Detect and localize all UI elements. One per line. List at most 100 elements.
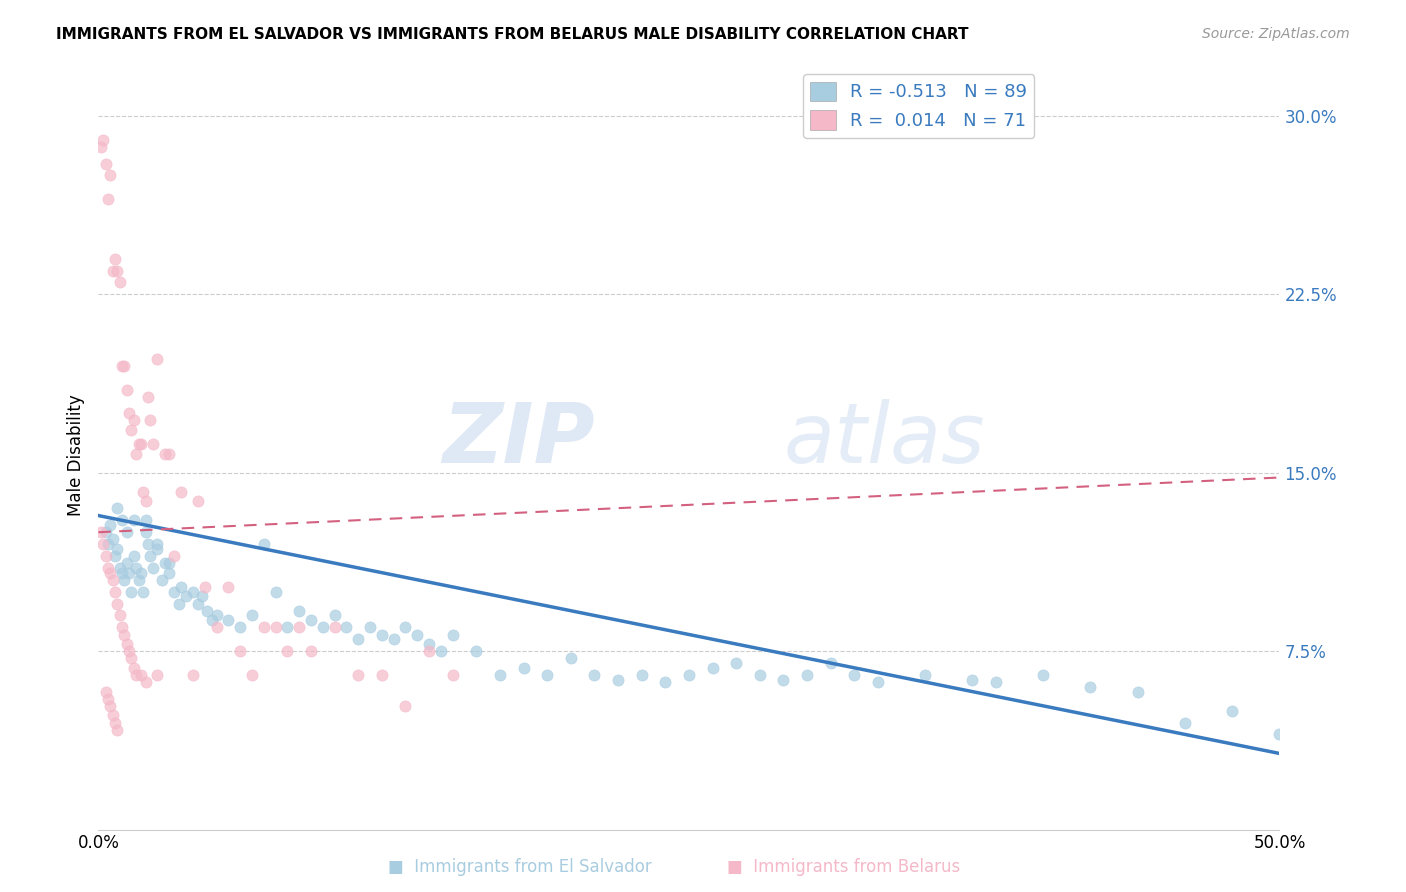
Point: [157, 566, 180, 580]
Point: [122, 661, 145, 675]
Point: [418, 637, 440, 651]
Point: [129, 437, 152, 451]
Point: [312, 620, 335, 634]
Point: [101, 708, 124, 723]
Point: [725, 656, 748, 670]
Point: [139, 549, 162, 563]
Point: [115, 556, 138, 570]
Point: [142, 437, 165, 451]
Point: [217, 613, 239, 627]
Text: atlas: atlas: [783, 400, 986, 481]
Point: [118, 566, 141, 580]
Point: [94, 525, 117, 540]
Point: [170, 580, 193, 594]
Point: [299, 613, 322, 627]
Point: [962, 673, 984, 687]
Point: [111, 566, 134, 580]
Point: [129, 668, 152, 682]
Point: [108, 608, 131, 623]
Point: [229, 644, 252, 658]
Point: [94, 156, 117, 170]
Text: ■  Immigrants from El Salvador: ■ Immigrants from El Salvador: [388, 858, 652, 876]
Point: [560, 651, 582, 665]
Point: [135, 675, 157, 690]
Point: [264, 620, 287, 634]
Point: [90, 140, 112, 154]
Point: [115, 525, 138, 540]
Point: [323, 608, 346, 623]
Point: [205, 620, 228, 634]
Point: [128, 573, 150, 587]
Point: [139, 413, 162, 427]
Point: [181, 584, 204, 599]
Point: [170, 484, 193, 499]
Point: [108, 561, 131, 575]
Point: [146, 351, 169, 366]
Point: [796, 668, 818, 682]
Point: [97, 192, 120, 206]
Point: [195, 604, 218, 618]
Point: [97, 561, 120, 575]
Point: [157, 556, 180, 570]
Point: [465, 644, 488, 658]
Point: [135, 525, 157, 540]
Point: [1174, 715, 1197, 730]
Point: [94, 684, 117, 698]
Y-axis label: Male Disability: Male Disability: [66, 394, 84, 516]
Point: [105, 597, 128, 611]
Point: [844, 668, 866, 682]
Point: [371, 668, 394, 682]
Point: [125, 447, 148, 461]
Point: [115, 637, 138, 651]
Point: [1220, 704, 1243, 718]
Point: [153, 556, 176, 570]
Point: [136, 537, 159, 551]
Point: [97, 691, 120, 706]
Point: [201, 613, 224, 627]
Point: [105, 263, 128, 277]
Point: [772, 673, 794, 687]
Point: [108, 276, 131, 290]
Point: [205, 608, 228, 623]
Point: [122, 549, 145, 563]
Point: [654, 675, 676, 690]
Point: [347, 632, 370, 647]
Point: [512, 661, 534, 675]
Point: [187, 494, 209, 508]
Point: [104, 252, 127, 266]
Point: [536, 668, 558, 682]
Point: [91, 537, 114, 551]
Point: [253, 537, 276, 551]
Point: [217, 580, 239, 594]
Point: [441, 668, 464, 682]
Text: ZIP: ZIP: [441, 400, 595, 481]
Point: [135, 494, 157, 508]
Point: [264, 584, 287, 599]
Point: [157, 447, 180, 461]
Point: [125, 561, 148, 575]
Point: [1080, 680, 1102, 694]
Text: IMMIGRANTS FROM EL SALVADOR VS IMMIGRANTS FROM BELARUS MALE DISABILITY CORRELATI: IMMIGRANTS FROM EL SALVADOR VS IMMIGRANT…: [56, 27, 969, 42]
Point: [91, 133, 114, 147]
Point: [122, 413, 145, 427]
Point: [111, 513, 134, 527]
Point: [136, 390, 159, 404]
Point: [288, 604, 311, 618]
Point: [112, 573, 135, 587]
Point: [1268, 727, 1291, 741]
Point: [418, 644, 440, 658]
Point: [371, 627, 394, 641]
Point: [118, 644, 141, 658]
Point: [163, 549, 186, 563]
Point: [105, 501, 128, 516]
Point: [253, 620, 276, 634]
Point: [98, 566, 121, 580]
Point: [288, 620, 311, 634]
Point: [489, 668, 512, 682]
Point: [150, 573, 173, 587]
Point: [132, 484, 155, 499]
Point: [299, 644, 322, 658]
Point: [406, 627, 429, 641]
Point: [121, 423, 143, 437]
Point: [984, 675, 1007, 690]
